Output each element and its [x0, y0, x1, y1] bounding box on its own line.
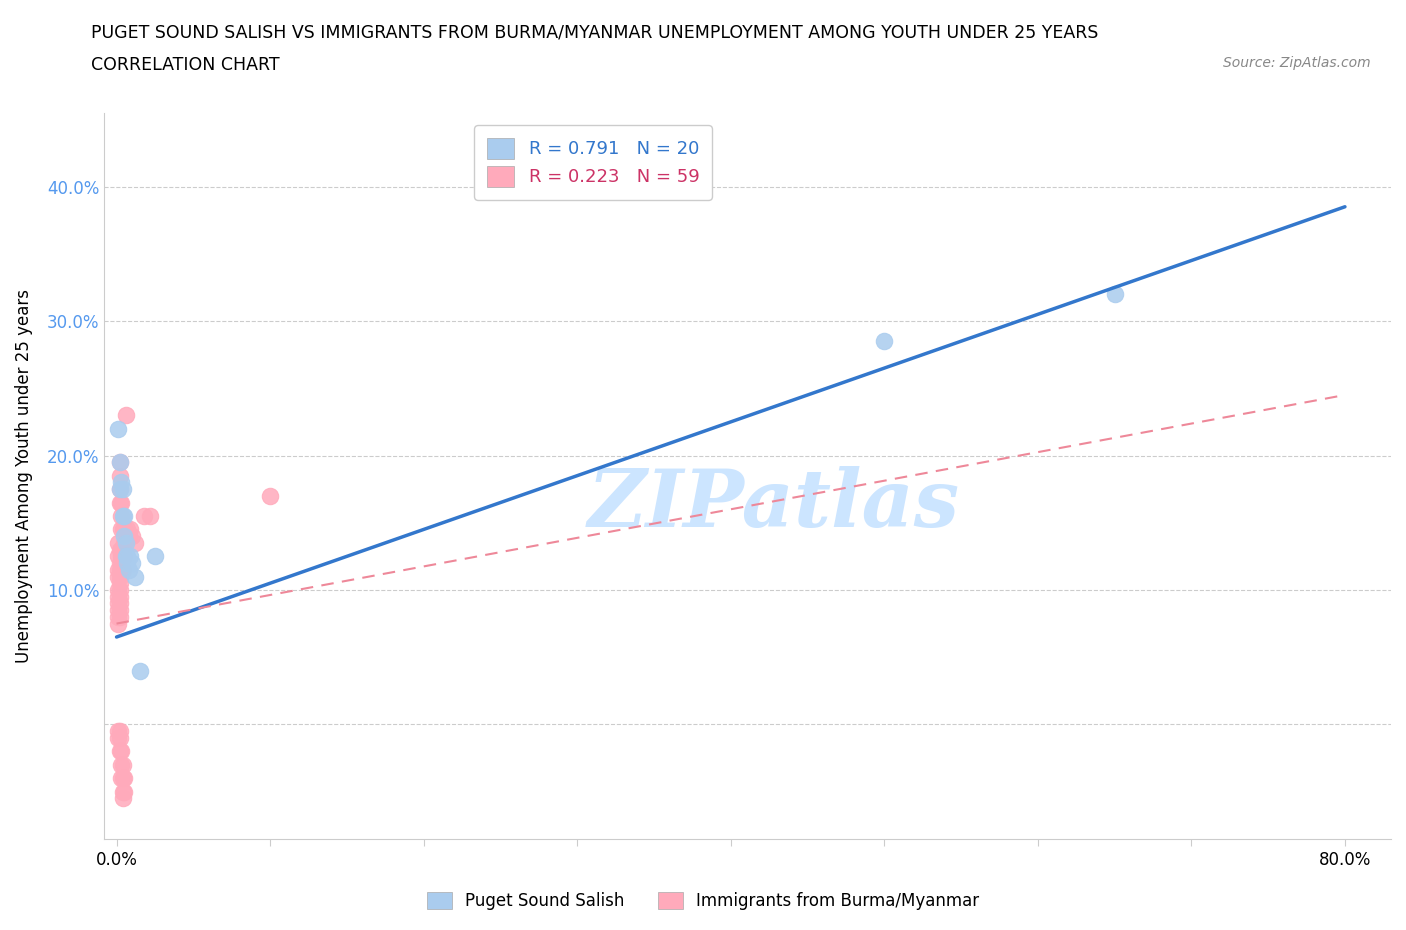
Point — [134, 509, 156, 524]
Point — [128, 663, 150, 678]
Point — [114, 407, 136, 422]
Point — [873, 334, 896, 349]
Point — [108, 590, 131, 604]
Point — [110, 542, 132, 557]
Point — [120, 522, 142, 537]
Point — [108, 576, 131, 591]
Point — [108, 603, 131, 618]
Text: CORRELATION CHART: CORRELATION CHART — [91, 56, 280, 73]
Point — [107, 730, 129, 745]
Point — [108, 596, 131, 611]
Point — [143, 549, 166, 564]
Point — [108, 744, 131, 759]
Point — [110, 757, 132, 772]
Point — [112, 529, 135, 544]
Point — [121, 529, 143, 544]
Point — [120, 549, 142, 564]
Point — [107, 724, 129, 738]
Point — [107, 609, 129, 624]
Point — [121, 555, 143, 570]
Point — [107, 582, 129, 597]
Point — [110, 563, 132, 578]
Legend: R = 0.791   N = 20, R = 0.223   N = 59: R = 0.791 N = 20, R = 0.223 N = 59 — [474, 126, 711, 200]
Point — [112, 549, 135, 564]
Point — [124, 569, 146, 584]
Point — [108, 569, 131, 584]
Point — [117, 522, 139, 537]
Point — [111, 482, 134, 497]
Point — [108, 495, 131, 510]
Point — [107, 421, 129, 436]
Point — [107, 617, 129, 631]
Point — [108, 724, 131, 738]
Point — [110, 509, 132, 524]
Text: PUGET SOUND SALISH VS IMMIGRANTS FROM BURMA/MYANMAR UNEMPLOYMENT AMONG YOUTH UND: PUGET SOUND SALISH VS IMMIGRANTS FROM BU… — [91, 23, 1098, 41]
Point — [1104, 286, 1126, 301]
Text: ZIPatlas: ZIPatlas — [588, 466, 959, 543]
Point — [111, 509, 134, 524]
Point — [107, 590, 129, 604]
Point — [108, 730, 131, 745]
Point — [107, 536, 129, 551]
Point — [112, 509, 135, 524]
Point — [110, 744, 132, 759]
Point — [107, 569, 129, 584]
Text: Source: ZipAtlas.com: Source: ZipAtlas.com — [1223, 56, 1371, 70]
Point — [118, 563, 141, 578]
Point — [111, 757, 134, 772]
Point — [111, 563, 134, 578]
Point — [107, 596, 129, 611]
Point — [114, 536, 136, 551]
Point — [112, 536, 135, 551]
Point — [118, 529, 141, 544]
Point — [108, 482, 131, 497]
Point — [108, 455, 131, 470]
Point — [108, 468, 131, 483]
Point — [107, 603, 129, 618]
Y-axis label: Unemployment Among Youth under 25 years: Unemployment Among Youth under 25 years — [15, 288, 32, 663]
Point — [124, 536, 146, 551]
Point — [107, 563, 129, 578]
Point — [111, 522, 134, 537]
Legend: Puget Sound Salish, Immigrants from Burma/Myanmar: Puget Sound Salish, Immigrants from Burm… — [420, 885, 986, 917]
Point — [110, 522, 132, 537]
Point — [139, 509, 162, 524]
Point — [108, 482, 131, 497]
Point — [111, 771, 134, 786]
Point — [110, 495, 132, 510]
Point — [107, 549, 129, 564]
Point — [111, 790, 134, 805]
Point — [117, 555, 139, 570]
Point — [110, 771, 132, 786]
Point — [110, 549, 132, 564]
Point — [108, 455, 131, 470]
Point — [114, 549, 136, 564]
Point — [112, 784, 135, 799]
Point — [108, 555, 131, 570]
Point — [111, 784, 134, 799]
Point — [117, 549, 139, 564]
Point — [108, 542, 131, 557]
Point — [111, 549, 134, 564]
Point — [112, 771, 135, 786]
Point — [112, 522, 135, 537]
Point — [108, 609, 131, 624]
Point — [108, 563, 131, 578]
Point — [110, 475, 132, 490]
Point — [108, 582, 131, 597]
Point — [259, 488, 281, 503]
